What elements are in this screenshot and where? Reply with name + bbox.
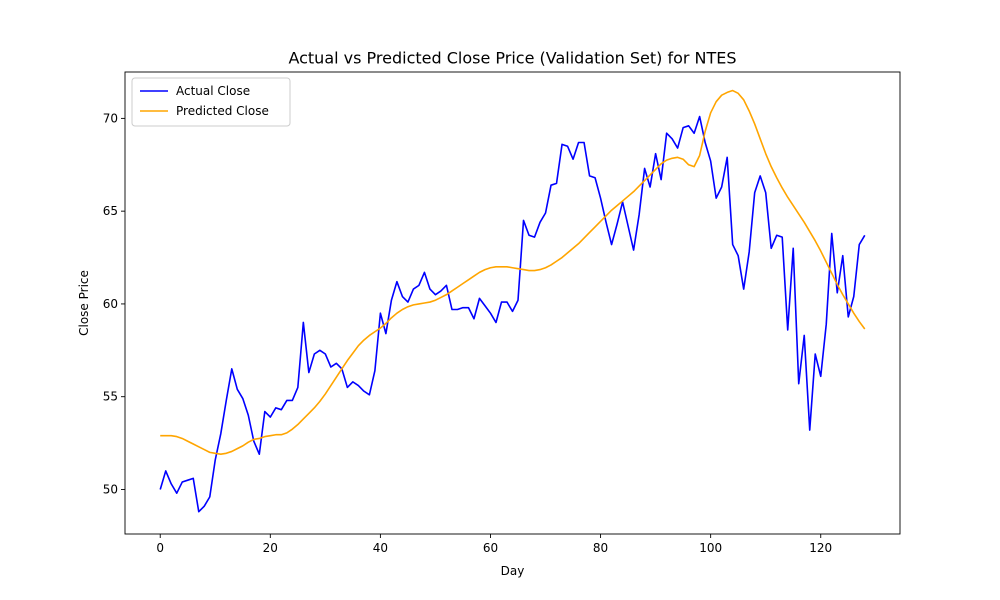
legend-box bbox=[131, 77, 291, 127]
x-tick-label: 40 bbox=[373, 541, 388, 555]
y-axis-label: Close Price bbox=[77, 270, 91, 336]
y-tick-label: 55 bbox=[103, 390, 118, 404]
series-line-actual-close bbox=[159, 115, 866, 513]
chart-title: Actual vs Predicted Close Price (Validat… bbox=[288, 49, 736, 68]
x-axis-label: Day bbox=[501, 564, 525, 578]
x-tick-label: 100 bbox=[699, 541, 722, 555]
legend: Actual Close Predicted Close bbox=[131, 77, 291, 127]
y-tick-label: 65 bbox=[103, 204, 118, 218]
x-tick-label: 60 bbox=[483, 541, 498, 555]
legend-entry: Predicted Close bbox=[176, 104, 269, 118]
plot-frame bbox=[124, 71, 901, 535]
plot-area: 0 20 40 60 80 100 120 50 55 60 65 70 bbox=[103, 71, 901, 555]
x-tick-label: 80 bbox=[593, 541, 608, 555]
y-tick-label: 50 bbox=[103, 482, 118, 496]
y-tick-label: 60 bbox=[103, 297, 118, 311]
legend-entry: Actual Close bbox=[176, 84, 250, 98]
x-tick-label: 120 bbox=[809, 541, 832, 555]
y-tick-label: 70 bbox=[103, 111, 118, 125]
x-tick-label: 20 bbox=[263, 541, 278, 555]
series-line-predicted-close bbox=[160, 89, 866, 456]
x-tick-label: 0 bbox=[156, 541, 164, 555]
